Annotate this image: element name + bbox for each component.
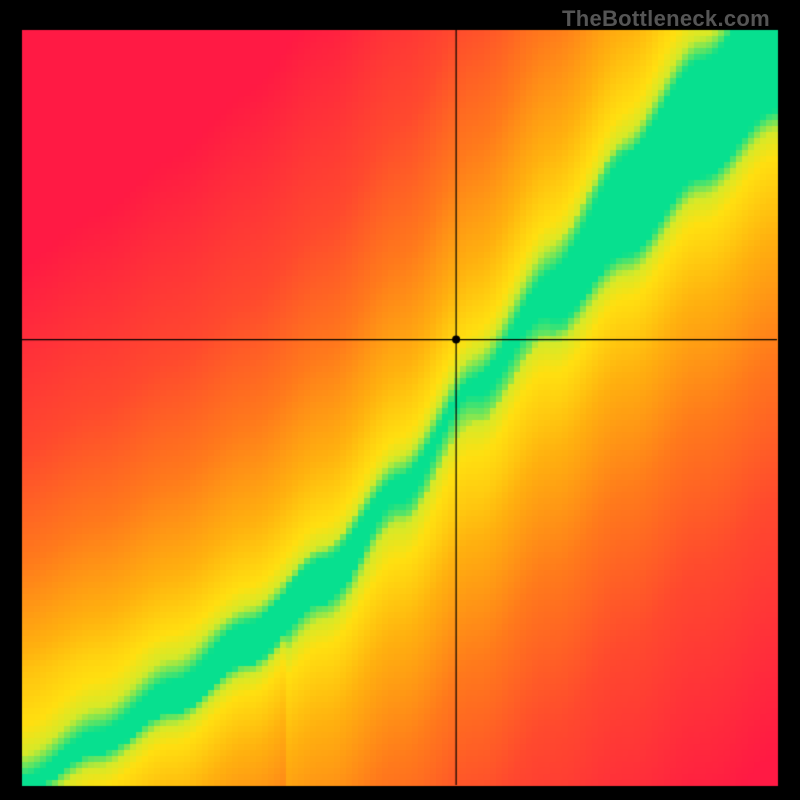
watermark-text: TheBottleneck.com <box>562 6 770 32</box>
chart-container: TheBottleneck.com <box>0 0 800 800</box>
heatmap-canvas <box>0 0 800 800</box>
